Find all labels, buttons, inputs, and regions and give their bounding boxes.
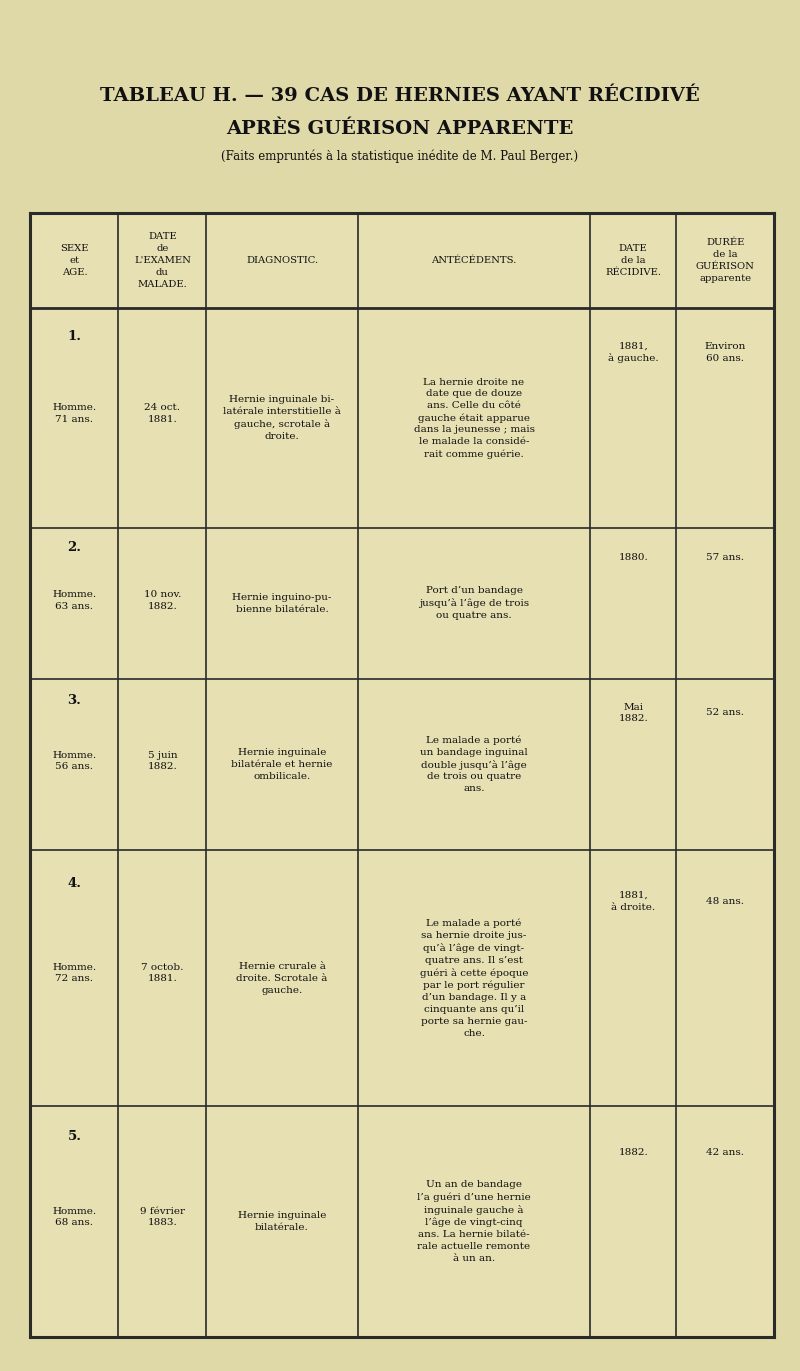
Text: Le malade a porté
sa hernie droite jus-
qu’à l’âge de vingt-
quatre ans. Il s’es: Le malade a porté sa hernie droite jus- … (420, 919, 528, 1038)
Text: DATE
de
L'EXAMEN
du
MALADE.: DATE de L'EXAMEN du MALADE. (134, 233, 191, 288)
Text: 1.: 1. (67, 330, 82, 344)
Text: 5.: 5. (67, 1130, 82, 1143)
Text: TABLEAU H. — 39 CAS DE HERNIES AYANT RÉCIDIVÉ: TABLEAU H. — 39 CAS DE HERNIES AYANT RÉC… (100, 86, 700, 106)
Text: DIAGNOSTIC.: DIAGNOSTIC. (246, 256, 318, 265)
Text: DATE
de la
RÉCIDIVE.: DATE de la RÉCIDIVE. (605, 244, 661, 277)
Text: Hernie inguinale
bilatérale.: Hernie inguinale bilatérale. (238, 1211, 326, 1233)
Text: Homme.
56 ans.: Homme. 56 ans. (52, 750, 97, 772)
Text: Environ
60 ans.: Environ 60 ans. (705, 341, 746, 363)
Text: 57 ans.: 57 ans. (706, 554, 744, 562)
Text: 24 oct.
1881.: 24 oct. 1881. (145, 403, 181, 424)
Text: 1880.: 1880. (618, 554, 648, 562)
Text: Hernie inguinale
bilatérale et hernie
ombilicale.: Hernie inguinale bilatérale et hernie om… (231, 749, 333, 780)
Text: Hernie crurale à
droite. Scrotale à
gauche.: Hernie crurale à droite. Scrotale à gauc… (236, 962, 328, 994)
Text: 4.: 4. (67, 877, 82, 890)
Text: La hernie droite ne
date que de douze
ans. Celle du côté
gauche était apparue
da: La hernie droite ne date que de douze an… (414, 377, 534, 459)
Text: Port d’un bandage
jusqu’à l’âge de trois
ou quatre ans.: Port d’un bandage jusqu’à l’âge de trois… (419, 587, 529, 620)
Text: 52 ans.: 52 ans. (706, 709, 744, 717)
Text: 48 ans.: 48 ans. (706, 897, 744, 906)
Text: Homme.
72 ans.: Homme. 72 ans. (52, 962, 97, 983)
Text: 3.: 3. (67, 695, 82, 707)
Text: Un an de bandage
l’a guéri d’une hernie
inguinale gauche à
l’âge de vingt-cinq
a: Un an de bandage l’a guéri d’une hernie … (417, 1180, 531, 1263)
Text: Homme.
68 ans.: Homme. 68 ans. (52, 1206, 97, 1227)
Text: APRÈS GUÉRISON APPARENTE: APRÈS GUÉRISON APPARENTE (226, 119, 574, 138)
Text: SEXE
et
AGE.: SEXE et AGE. (60, 244, 89, 277)
Text: 1882.: 1882. (618, 1148, 648, 1157)
Text: 5 juin
1882.: 5 juin 1882. (147, 750, 178, 772)
Text: 42 ans.: 42 ans. (706, 1148, 744, 1157)
Text: 2.: 2. (67, 542, 82, 554)
Text: ANTÉCÉDENTS.: ANTÉCÉDENTS. (431, 256, 517, 265)
Text: 1881,
à droite.: 1881, à droite. (611, 891, 655, 912)
Text: 7 octob.
1881.: 7 octob. 1881. (142, 962, 183, 983)
Text: Hernie inguino-pu-
bienne bilatérale.: Hernie inguino-pu- bienne bilatérale. (232, 592, 332, 614)
Text: (Faits empruntés à la statistique inédite de M. Paul Berger.): (Faits empruntés à la statistique inédit… (222, 149, 578, 163)
Text: 9 février
1883.: 9 février 1883. (140, 1206, 185, 1227)
Text: Homme.
71 ans.: Homme. 71 ans. (52, 403, 97, 424)
Bar (30, 213, 774, 1337)
Text: 1881,
à gauche.: 1881, à gauche. (608, 341, 658, 363)
Text: Mai
1882.: Mai 1882. (618, 702, 648, 724)
Text: Hernie inguinale bi-
latérale interstitielle à
gauche, scrotale à
droite.: Hernie inguinale bi- latérale interstiti… (223, 395, 341, 441)
Text: Homme.
63 ans.: Homme. 63 ans. (52, 590, 97, 610)
Text: 10 nov.
1882.: 10 nov. 1882. (144, 590, 181, 610)
Text: DURÉE
de la
GUÉRISON
apparente: DURÉE de la GUÉRISON apparente (696, 239, 754, 282)
Text: Le malade a porté
un bandage inguinal
double jusqu’à l’âge
de trois ou quatre
an: Le malade a porté un bandage inguinal do… (420, 735, 528, 794)
